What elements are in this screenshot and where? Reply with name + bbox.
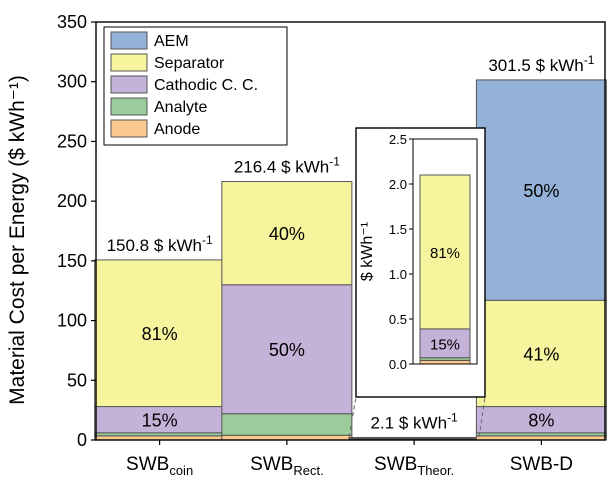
y-tick-label: 350 [57, 12, 87, 32]
percent-label: 50% [269, 340, 305, 360]
bar-swb-d-cathodic-c-c [475, 406, 607, 434]
inset-bar-anode [419, 359, 471, 365]
legend: AEM Separator Cathodic C. C. Analyte Anode [103, 26, 288, 146]
bar-swb-rect-anode [221, 434, 353, 441]
x-tick-label-swb-rect: SWBRect. [250, 454, 324, 478]
inset-percent-label: 15% [430, 336, 460, 353]
bar-swb-rect-separator [221, 181, 353, 286]
inset-y-tick-label: 2.0 [389, 177, 407, 192]
bar-swb-rect-cathodic-c-c [221, 284, 353, 415]
total-label-swb-theor: 2.1 $ kWh-1 [371, 410, 459, 432]
legend-label-aem: AEM [154, 33, 189, 50]
y-tick-label: 0 [77, 430, 87, 450]
bars [94, 79, 607, 441]
inset-percent-label: 81% [430, 245, 460, 262]
legend-swatch-analyte [110, 97, 148, 116]
legend-label-cathodic-c-c: Cathodic C. C. [154, 77, 258, 94]
inset-axes-frame [412, 138, 478, 365]
axes: 0 50 100 150 200 250 300 350 SWBcoin SWBRect. SWBT… [57, 12, 606, 478]
legend-swatch-anode [110, 119, 148, 138]
inset-y-tick-label: 1.0 [389, 267, 407, 282]
legend-swatch-cathodic-c-c [110, 75, 148, 94]
y-tick-label: 200 [57, 191, 87, 211]
legend-swatch-separator [110, 53, 148, 72]
inset-y-tick-label: 1.5 [389, 222, 407, 237]
y-tick-label: 100 [57, 311, 87, 331]
total-label-swb-coin: 150.8 $ kWh-1 [107, 233, 213, 255]
bar-labels: 150.8 $ kWh-1 216.4 $ kWh-1 2.1 $ kWh-1 301… [107, 53, 595, 433]
bar-swb-theor-separator [348, 436, 480, 439]
percent-label: 8% [528, 411, 554, 431]
total-label-swb-d: 301.5 $ kWh-1 [488, 53, 594, 75]
y-axis-label: Material Cost per Energy ($ kWh⁻¹) [6, 75, 29, 405]
bar-swb-d-separator [475, 299, 607, 408]
legend-label-anode: Anode [154, 121, 200, 138]
inset-bar-separator [419, 174, 471, 330]
total-label-swb-rect: 216.4 $ kWh-1 [234, 155, 340, 177]
percent-label: 40% [269, 224, 305, 244]
x-tick-label-swb-coin: SWBcoin [126, 454, 193, 478]
inset-y-tick-label: 0.0 [389, 357, 407, 372]
x-tick-label-swb-d: SWB-D [510, 454, 573, 475]
percent-label: 41% [523, 344, 559, 364]
y-tick-label: 300 [57, 72, 87, 92]
percent-label: 81% [142, 324, 178, 344]
x-tick-label-swb-theor: SWBTheor. [374, 454, 454, 478]
y-tick-label: 50 [67, 370, 87, 390]
legend-label-separator: Separator [154, 55, 225, 72]
y-tick-label: 150 [57, 251, 87, 271]
bar-swb-rect-analyte [221, 413, 353, 436]
percent-label: 50% [523, 181, 559, 201]
inset-y-tick-label: 2.5 [389, 132, 407, 147]
bar-swb-d-aem [475, 79, 607, 301]
legend-label-analyte: Analyte [154, 99, 207, 116]
inset-y-axis-label: $ kWh⁻¹ [359, 222, 376, 281]
percent-label: 15% [142, 411, 178, 431]
axes-frame [95, 21, 606, 441]
y-tick-label: 250 [57, 131, 87, 151]
inset-chart: 0.0 0.5 1.0 1.5 2.0 2.5 81% 15% $ kWh⁻¹ [348, 127, 486, 438]
inset-y-tick-label: 0.5 [389, 312, 407, 327]
bar-swb-coin-cathodic-c-c [94, 406, 226, 434]
legend-swatch-aem [110, 31, 148, 50]
